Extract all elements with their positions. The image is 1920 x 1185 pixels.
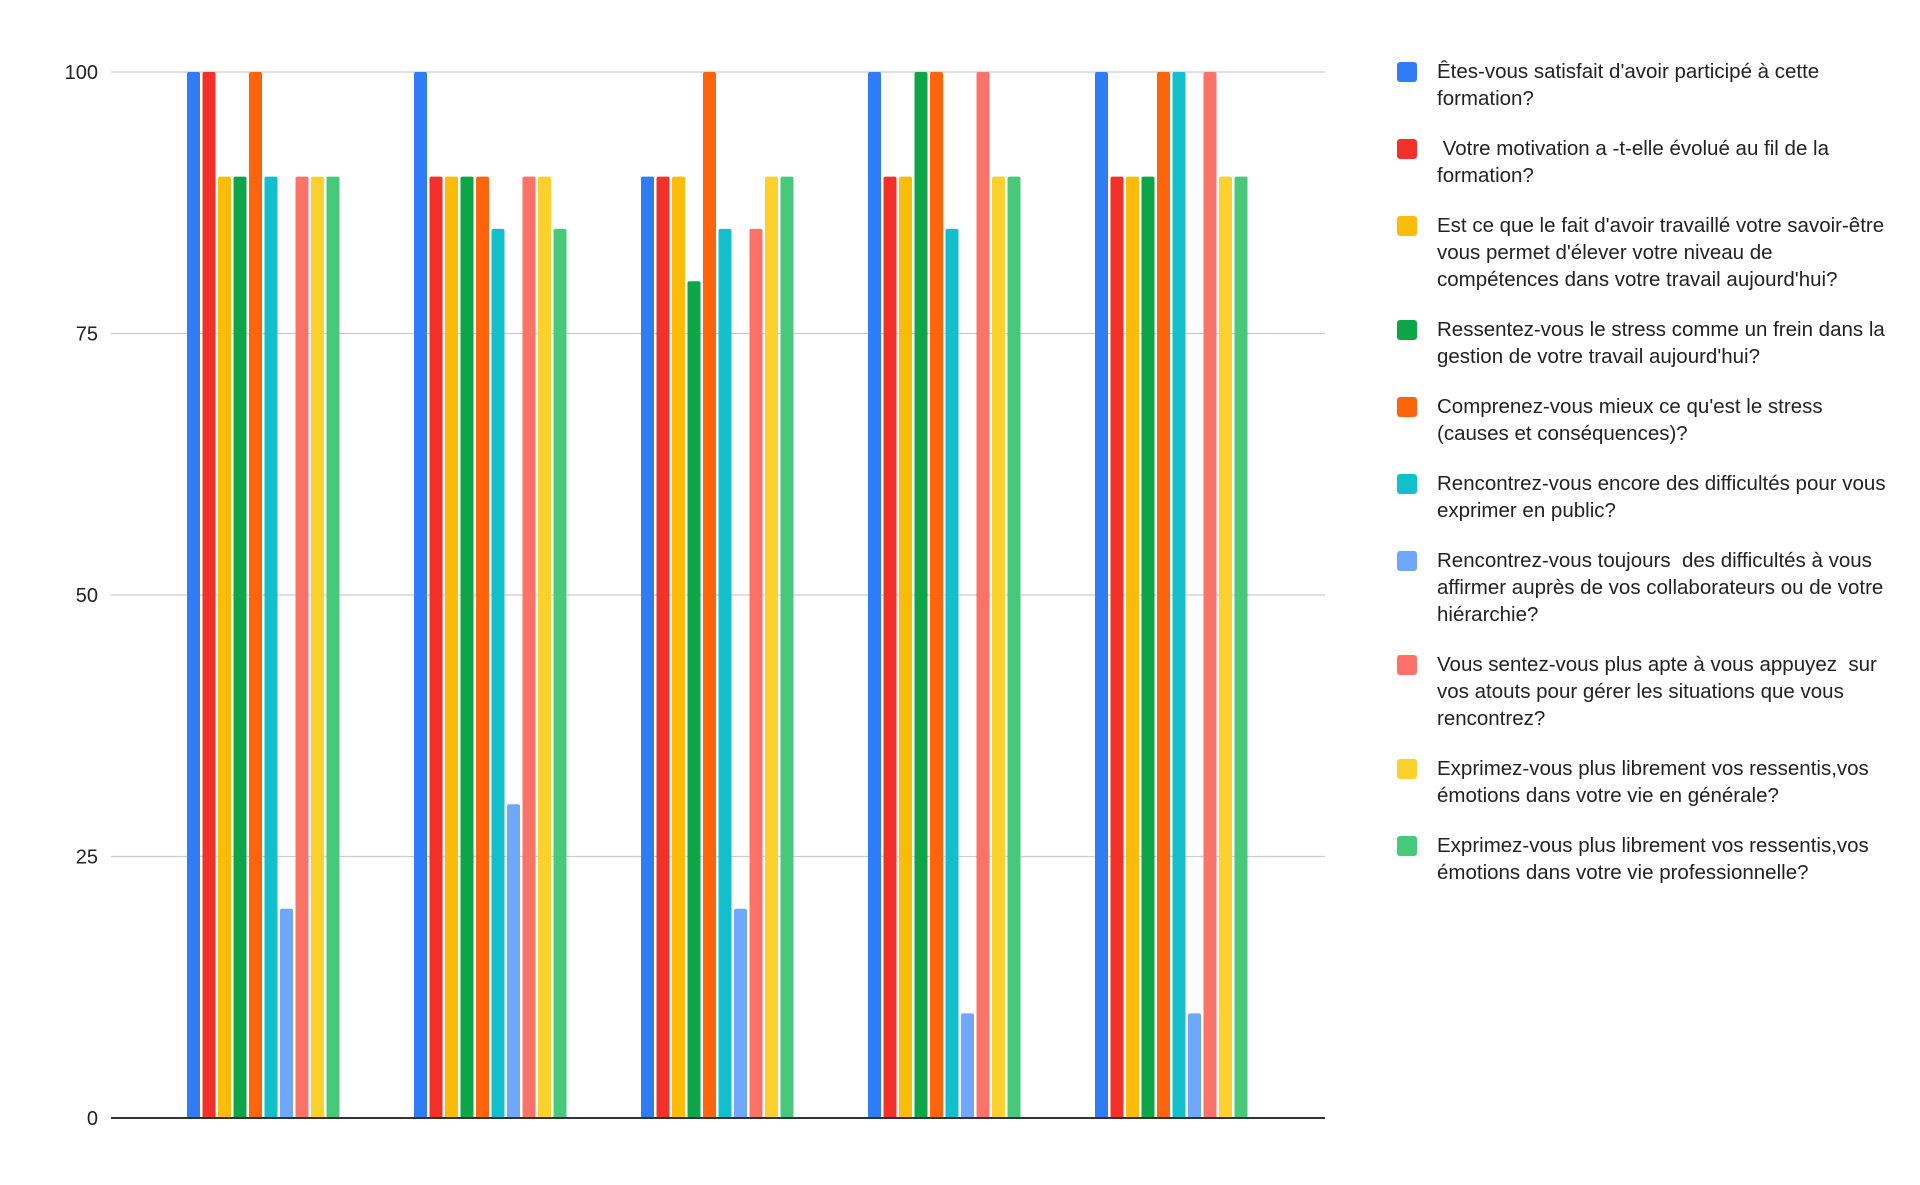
bar bbox=[749, 228, 763, 1118]
legend-label: Rencontrez-vous toujours des difficultés… bbox=[1437, 549, 1890, 626]
legend-swatch bbox=[1397, 397, 1417, 417]
bar bbox=[868, 72, 881, 1118]
legend-swatch bbox=[1397, 320, 1417, 340]
bar bbox=[1219, 176, 1232, 1119]
bar bbox=[672, 176, 685, 1119]
bar bbox=[553, 228, 567, 1118]
bar bbox=[734, 908, 747, 1118]
y-tick-label: 50 bbox=[76, 585, 98, 607]
bar bbox=[1188, 1013, 1201, 1118]
legend-swatch bbox=[1397, 551, 1417, 571]
y-tick-label: 75 bbox=[76, 324, 98, 346]
bar bbox=[703, 72, 716, 1118]
bar bbox=[976, 72, 990, 1118]
legend-swatch bbox=[1397, 836, 1417, 856]
legend-label: Votre motivation a -t-elle évolué au fil… bbox=[1437, 137, 1835, 187]
bar bbox=[202, 72, 216, 1118]
bar bbox=[641, 176, 654, 1119]
bar bbox=[507, 804, 520, 1118]
bar bbox=[1141, 176, 1155, 1119]
legend-label: Exprimez-vous plus librement vos ressent… bbox=[1437, 757, 1875, 807]
legend-item: Êtes-vous satisfait d'avoir participé à … bbox=[1393, 58, 1893, 112]
legend-label: Est ce que le fait d'avoir travaillé vot… bbox=[1437, 214, 1890, 291]
bar bbox=[326, 176, 340, 1119]
bar bbox=[718, 228, 732, 1118]
bar bbox=[1126, 176, 1139, 1119]
bar bbox=[445, 176, 458, 1119]
bar bbox=[233, 176, 247, 1119]
legend-swatch bbox=[1397, 655, 1417, 675]
legend-item: Rencontrez-vous encore des difficultés p… bbox=[1393, 470, 1893, 524]
legend-item: Vous sentez-vous plus apte à vous appuye… bbox=[1393, 651, 1893, 732]
legend-item: Est ce que le fait d'avoir travaillé vot… bbox=[1393, 212, 1893, 293]
legend-label: Comprenez-vous mieux ce qu'est le stress… bbox=[1437, 395, 1829, 445]
y-axis-ticks: 0 25 50 75 100 bbox=[65, 62, 98, 1130]
bar bbox=[992, 176, 1005, 1119]
bar bbox=[780, 176, 794, 1119]
legend-swatch bbox=[1397, 759, 1417, 779]
y-tick-label: 100 bbox=[65, 62, 98, 84]
bar bbox=[280, 908, 293, 1118]
bar bbox=[1007, 176, 1021, 1119]
bar bbox=[914, 72, 928, 1118]
bars bbox=[187, 72, 1248, 1119]
legend-item: Ressentez-vous le stress comme un frein … bbox=[1393, 316, 1893, 370]
bar bbox=[1095, 72, 1108, 1118]
bar bbox=[295, 176, 309, 1119]
legend: Êtes-vous satisfait d'avoir participé à … bbox=[1393, 58, 1893, 909]
legend-swatch bbox=[1397, 474, 1417, 494]
legend-item: Rencontrez-vous toujours des difficultés… bbox=[1393, 547, 1893, 628]
legend-swatch bbox=[1397, 216, 1417, 236]
bar bbox=[264, 176, 278, 1119]
legend-label: Êtes-vous satisfait d'avoir participé à … bbox=[1437, 60, 1825, 110]
bar bbox=[765, 176, 778, 1119]
legend-label: Rencontrez-vous encore des difficultés p… bbox=[1437, 472, 1892, 522]
bar bbox=[883, 176, 897, 1119]
bar bbox=[945, 228, 959, 1118]
legend-swatch bbox=[1397, 139, 1417, 159]
bar bbox=[1110, 176, 1124, 1119]
y-tick-label: 0 bbox=[87, 1108, 98, 1130]
legend-item: Comprenez-vous mieux ce qu'est le stress… bbox=[1393, 393, 1893, 447]
bar bbox=[961, 1013, 974, 1118]
bar bbox=[1203, 72, 1217, 1118]
legend-item: Exprimez-vous plus librement vos ressent… bbox=[1393, 755, 1893, 809]
legend-item: Votre motivation a -t-elle évolué au fil… bbox=[1393, 135, 1893, 189]
bar bbox=[218, 176, 231, 1119]
legend-label: Exprimez-vous plus librement vos ressent… bbox=[1437, 834, 1875, 884]
bar bbox=[460, 176, 474, 1119]
bar bbox=[930, 72, 943, 1118]
bar bbox=[187, 72, 200, 1118]
bar bbox=[538, 176, 551, 1119]
y-tick-label: 25 bbox=[76, 847, 98, 869]
legend-swatch bbox=[1397, 62, 1417, 82]
bar bbox=[1234, 176, 1248, 1119]
legend-item: Exprimez-vous plus librement vos ressent… bbox=[1393, 832, 1893, 886]
bar bbox=[656, 176, 670, 1119]
bar bbox=[476, 176, 489, 1119]
bar bbox=[414, 72, 427, 1118]
bar bbox=[491, 228, 505, 1118]
legend-label: Vous sentez-vous plus apte à vous appuye… bbox=[1437, 653, 1883, 730]
bar bbox=[687, 281, 701, 1118]
bar bbox=[1172, 72, 1186, 1118]
bar bbox=[429, 176, 443, 1119]
legend-label: Ressentez-vous le stress comme un frein … bbox=[1437, 318, 1891, 368]
bar bbox=[1157, 72, 1170, 1118]
bar bbox=[899, 176, 912, 1119]
bar bbox=[249, 72, 262, 1118]
bar bbox=[311, 176, 324, 1119]
bar bbox=[522, 176, 536, 1119]
